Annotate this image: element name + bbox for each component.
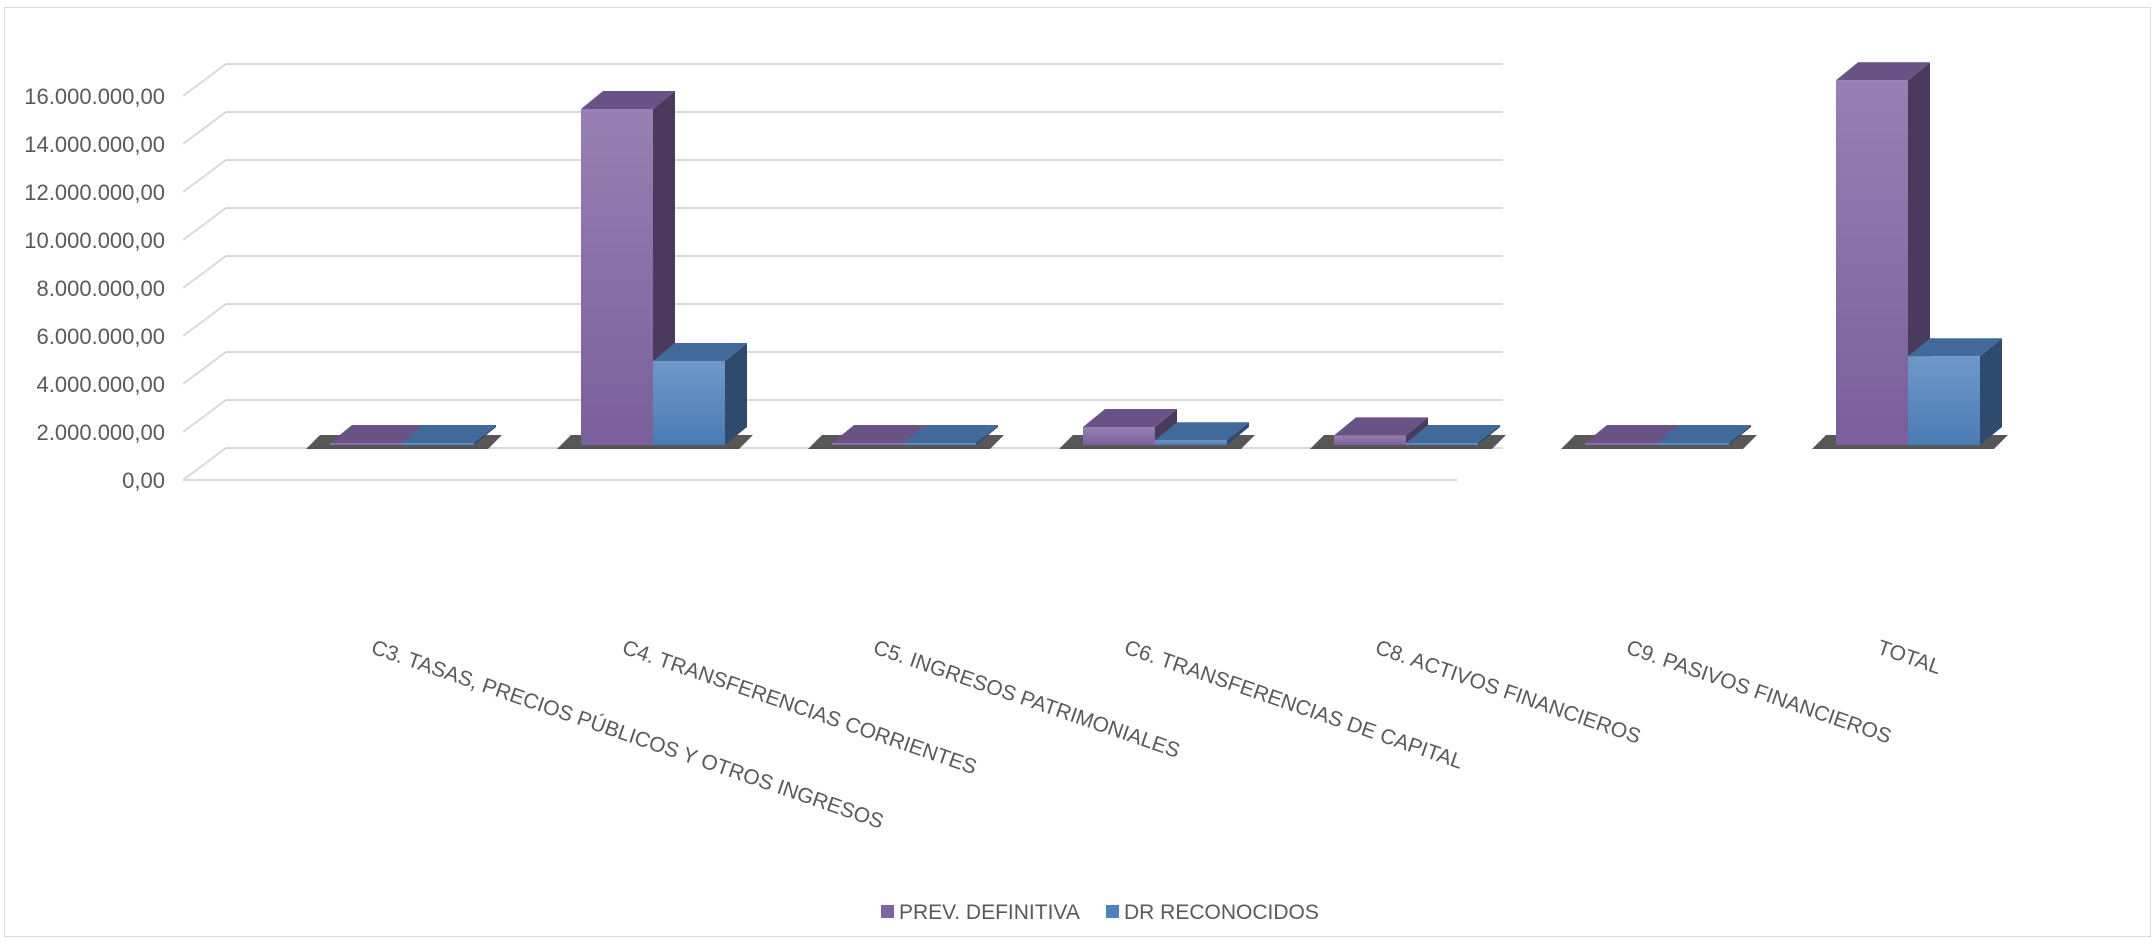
bar <box>1908 356 1980 445</box>
legend-label: PREV. DEFINITIVA <box>899 901 1080 924</box>
bar <box>832 443 904 445</box>
bar <box>1836 80 1908 445</box>
y-tick-label: 4.000.000,00 <box>37 372 165 397</box>
bar-top <box>402 425 496 443</box>
bar <box>1334 435 1406 445</box>
bar-top <box>832 425 926 443</box>
x-tick-label: C8. ACTIVOS FINANCIEROS <box>1372 636 1643 749</box>
chart-container: 0,00 2.000.000,00 4.000.000,00 6.000.000,00… <box>4 7 2151 937</box>
gridline-side <box>182 63 227 97</box>
y-tick-label: 14.000.000,00 <box>24 132 165 157</box>
y-tick-label: 2.000.000,00 <box>37 420 165 445</box>
bar <box>581 109 653 445</box>
grid-layer <box>182 63 1503 481</box>
bar <box>1406 443 1478 445</box>
x-tick-label: TOTAL <box>1874 636 1944 679</box>
bar-top <box>1334 417 1428 436</box>
bar-top <box>1585 425 1679 443</box>
y-tick-label: 6.000.000,00 <box>37 324 165 349</box>
x-tick-label: C3. TASAS, PRECIOS PÚBLICOS Y OTROS INGR… <box>368 636 886 834</box>
bars-layer <box>306 62 2008 449</box>
y-tick-label: 8.000.000,00 <box>37 276 165 301</box>
bar <box>1155 440 1227 445</box>
bar-top <box>330 425 424 443</box>
bar-top <box>1657 425 1751 443</box>
bar <box>653 361 725 445</box>
bar-top <box>653 343 747 361</box>
bar-side <box>725 343 747 445</box>
bar-side <box>1478 425 1500 445</box>
bar <box>330 443 402 445</box>
legend-swatch <box>1106 905 1119 918</box>
y-tick-label: 16.000.000,00 <box>24 84 165 109</box>
x-tick-label: C9. PASIVOS FINANCIEROS <box>1623 636 1894 748</box>
bar <box>904 443 976 445</box>
bar-top <box>1083 409 1177 427</box>
bar-side <box>1227 422 1249 445</box>
gridline-side <box>182 255 227 289</box>
bar <box>1585 443 1657 445</box>
gridline-side <box>182 111 227 145</box>
y-tick-label: 0,00 <box>122 468 165 493</box>
bar-top <box>581 91 675 109</box>
bar-top <box>1406 425 1500 443</box>
bar-top <box>1908 338 2002 357</box>
gridline-side <box>182 447 227 481</box>
bar-side <box>976 425 998 445</box>
bar-top <box>1836 62 1930 81</box>
gridline-side <box>182 159 227 193</box>
bar <box>1083 427 1155 445</box>
legend: PREV. DEFINITIVA DR RECONOCIDOS <box>881 901 1319 924</box>
gridline-side <box>182 399 227 433</box>
legend-label: DR RECONOCIDOS <box>1124 901 1319 924</box>
bar <box>1657 443 1729 445</box>
gridline-side <box>182 351 227 385</box>
gridline-side <box>182 303 227 337</box>
y-tick-label: 10.000.000,00 <box>24 228 165 253</box>
bar-top <box>904 425 998 443</box>
legend-swatch <box>881 905 894 918</box>
bar <box>402 443 474 445</box>
chart-svg: 0,00 2.000.000,00 4.000.000,00 6.000.000,00… <box>24 62 2008 924</box>
gridline-side <box>182 207 227 241</box>
x-axis: C3. TASAS, PRECIOS PÚBLICOS Y OTROS INGR… <box>368 636 1944 834</box>
y-tick-label: 12.000.000,00 <box>24 180 165 205</box>
bar-top <box>1155 422 1249 441</box>
bar-side <box>1729 425 1751 445</box>
bar-side <box>1406 417 1428 445</box>
bar-side <box>474 425 496 445</box>
bar-side <box>1980 338 2002 445</box>
y-axis: 0,00 2.000.000,00 4.000.000,00 6.000.000,00… <box>24 84 165 493</box>
